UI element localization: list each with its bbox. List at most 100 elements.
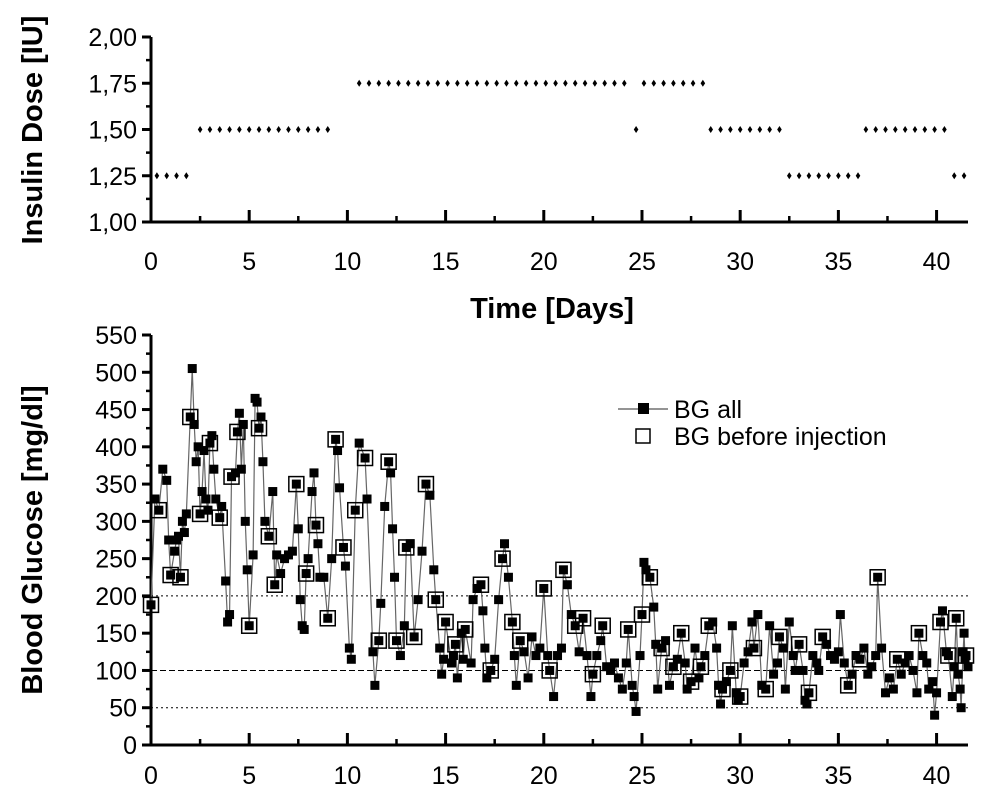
- bg-all-point: [486, 665, 496, 675]
- bg-all-point: [179, 528, 189, 538]
- insulin-dose-point: [816, 172, 822, 180]
- insulin-dose-point: [806, 172, 812, 180]
- insulin-dose-point: [356, 79, 362, 87]
- insulin-dose-point: [455, 79, 460, 87]
- bg-all-point: [515, 636, 525, 646]
- bg-all-point: [613, 673, 623, 683]
- bg-all-point: [162, 475, 172, 485]
- bg-all-point: [908, 665, 918, 675]
- bottom-y-tick-label: 50: [109, 695, 137, 723]
- bg-before-injection-point: [191, 505, 209, 523]
- bg-all-point: [664, 680, 674, 690]
- insulin-dose-point: [680, 79, 686, 87]
- bg-all-point: [637, 610, 647, 620]
- insulin-dose-point: [826, 172, 831, 180]
- bg-all-point: [596, 636, 606, 646]
- insulin-dose-point: [396, 79, 401, 87]
- bg-all-point: [574, 647, 584, 657]
- legend: BG all BG before injection: [618, 396, 887, 451]
- bg-all-point: [653, 684, 663, 694]
- insulin-dose-point: [464, 79, 470, 87]
- insulin-dose-point: [197, 126, 203, 133]
- bg-all-point: [376, 598, 386, 608]
- bg-all-point: [769, 669, 779, 679]
- insulin-dose-point: [266, 126, 272, 133]
- bg-all-point: [884, 673, 894, 683]
- bg-all-point: [185, 412, 195, 422]
- bg-before-injection-point: [745, 639, 763, 657]
- bg-all-point: [743, 647, 753, 657]
- insulin-dose-point: [633, 126, 639, 133]
- bg-all-point: [814, 665, 824, 675]
- bottom-y-tick-label: 450: [95, 397, 137, 425]
- insulin-dose-point: [553, 79, 558, 87]
- bg-all-point: [380, 501, 390, 511]
- bg-all-point: [930, 710, 940, 720]
- bg-all-point: [747, 617, 757, 627]
- bg-all-point: [498, 554, 508, 564]
- bg-all-point: [256, 412, 266, 422]
- insulin-dose-point: [796, 172, 802, 180]
- bg-all-point: [248, 550, 258, 560]
- bg-all-point: [187, 364, 197, 374]
- bg-all-point: [258, 457, 268, 467]
- bg-all-point: [725, 665, 735, 675]
- bg-all-point: [340, 561, 350, 571]
- top-x-tick-label: 40: [923, 248, 951, 276]
- bg-before-injection-point: [555, 561, 572, 579]
- bg-before-injection-point: [653, 639, 670, 657]
- bg-all-point: [236, 464, 246, 474]
- top-y-tick-label: 1,25: [88, 163, 137, 191]
- insulin-dose-point: [154, 172, 160, 180]
- bg-all-point: [270, 580, 280, 590]
- bg-all-point: [963, 662, 973, 672]
- bg-before-injection-point: [619, 621, 637, 638]
- bg-all-point: [466, 658, 476, 668]
- bg-all-point: [384, 457, 394, 467]
- insulin-dose-point: [435, 79, 441, 87]
- top-y-tick-label: 1,50: [88, 117, 137, 145]
- bg-all-point: [417, 546, 427, 556]
- bg-all-point: [164, 535, 174, 545]
- bg-all-point: [303, 554, 313, 564]
- bg-before-injection-point: [851, 651, 869, 668]
- insulin-dose-point: [767, 126, 772, 133]
- bg-all-point: [904, 651, 914, 661]
- insulin-dose-point: [690, 79, 696, 87]
- bg-all-point: [790, 665, 800, 675]
- insulin-dose-point: [295, 126, 301, 133]
- bg-all-point: [798, 665, 808, 675]
- top-x-tick-label: 0: [144, 248, 158, 276]
- bg-before-injection-point: [447, 636, 464, 653]
- bg-all-point: [511, 680, 521, 690]
- bg-before-injection-point: [380, 453, 397, 470]
- bg-all-point: [494, 595, 504, 605]
- bg-all-point: [374, 636, 384, 646]
- top-x-tick-label: 15: [432, 248, 460, 276]
- insulin-dose-point: [445, 79, 450, 87]
- insulin-dose-point: [405, 79, 411, 87]
- bg-all-point: [657, 643, 667, 653]
- top-x-tick-label: 35: [824, 248, 852, 276]
- insulin-dose-point: [217, 126, 223, 133]
- bg-all-point: [794, 639, 804, 649]
- bg-all-point: [847, 669, 857, 679]
- insulin-dose-point: [893, 126, 898, 133]
- bg-all-point: [765, 621, 775, 631]
- bg-before-injection-point: [665, 658, 682, 675]
- bg-all-point: [592, 651, 602, 661]
- bg-all-point: [197, 487, 207, 497]
- bg-all-point: [350, 505, 360, 515]
- bg-all-point: [409, 632, 419, 642]
- top-y-tick-label: 2,00: [88, 24, 137, 52]
- bg-all-point: [333, 446, 343, 456]
- bg-all-point: [639, 557, 649, 567]
- bg-all-point: [735, 692, 745, 702]
- insulin-dose-point: [942, 126, 947, 133]
- bg-before-injection-point: [437, 613, 454, 631]
- bg-before-injection-point: [142, 596, 160, 614]
- bg-all-point: [649, 602, 659, 612]
- bg-all-point: [784, 617, 794, 627]
- bg-all-point: [739, 658, 749, 668]
- bg-all-point: [276, 569, 286, 579]
